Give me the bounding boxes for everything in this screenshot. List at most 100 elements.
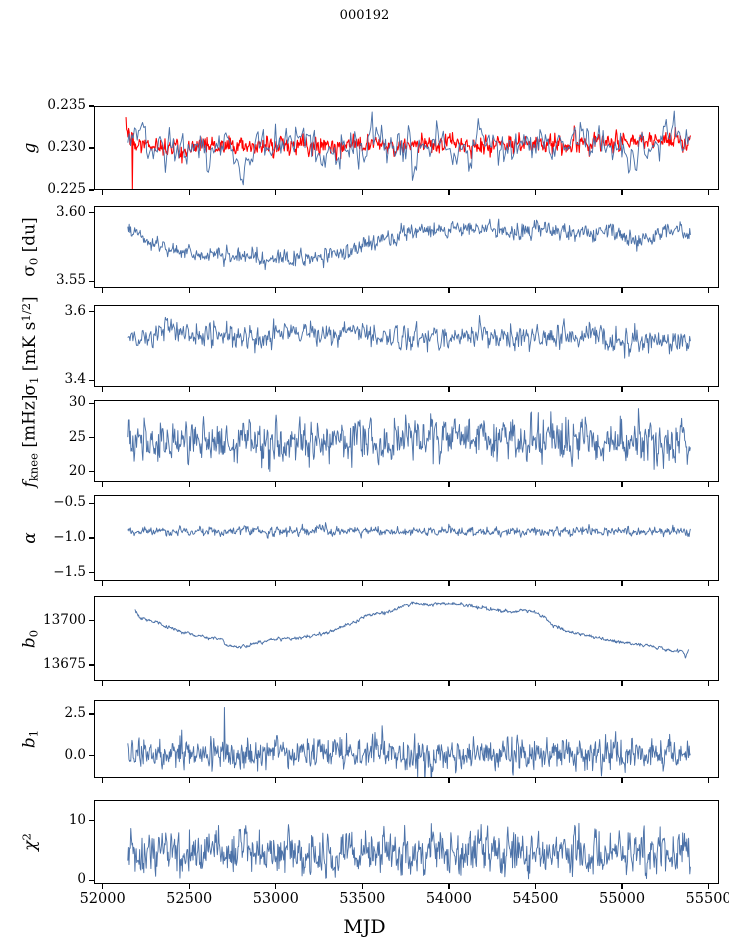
x-tick-mark: [275, 482, 277, 487]
y-axis-label-sigma-0-du-: σ0 [du]: [19, 217, 41, 277]
x-tick-mark: [361, 581, 363, 586]
x-tick-mark: [534, 681, 537, 686]
x-axis-label: MJD: [343, 916, 386, 938]
x-tick-label: 53500: [339, 891, 386, 907]
x-tick-label: 54500: [512, 891, 559, 907]
plot-panel-b-1: [94, 700, 719, 778]
series-line-sigma0: [127, 218, 691, 271]
y-tick-mark: [89, 212, 94, 214]
y-tick-label: −0.5: [53, 494, 86, 511]
y-tick-mark: [89, 402, 94, 405]
x-tick-mark: [707, 482, 710, 487]
y-tick-mark: [89, 502, 94, 504]
x-tick-mark: [361, 884, 363, 889]
y-tick-mark: [89, 537, 94, 539]
y-tick-mark: [89, 713, 94, 715]
x-tick-mark: [621, 581, 623, 586]
x-tick-mark: [534, 778, 537, 783]
y-tick-label: 0.225: [47, 181, 86, 197]
x-tick-mark: [621, 482, 623, 487]
y-tick-label: 2.5: [64, 705, 86, 722]
x-tick-mark: [188, 778, 190, 783]
x-tick-mark: [621, 681, 623, 686]
x-tick-label: 52500: [166, 891, 213, 907]
plot-panel-chi-2: [94, 800, 719, 884]
x-tick-mark: [188, 482, 190, 487]
x-tick-mark: [621, 778, 623, 783]
x-tick-mark: [707, 581, 710, 586]
series-line-alpha: [127, 522, 691, 539]
x-tick-mark: [621, 288, 623, 293]
y-tick-label: 3.4: [64, 371, 86, 388]
y-tick-mark: [89, 105, 94, 107]
y-tick-mark: [89, 379, 94, 381]
x-tick-mark: [534, 387, 537, 392]
x-tick-mark: [707, 681, 710, 686]
y-tick-mark: [89, 879, 94, 882]
plot-panel-sigma-0-du-: [94, 206, 719, 288]
x-tick-mark: [188, 190, 190, 195]
x-tick-mark: [275, 190, 277, 195]
x-tick-mark: [707, 190, 710, 195]
y-tick-label: −1.5: [53, 563, 86, 580]
plot-panel-g: [94, 106, 719, 190]
x-tick-mark: [448, 884, 450, 889]
y-tick-mark: [89, 147, 94, 149]
x-tick-mark: [448, 190, 450, 195]
x-tick-mark: [707, 387, 710, 392]
y-tick-label: 20: [68, 462, 86, 479]
y-tick-label: 3.6: [64, 302, 86, 319]
y-tick-mark: [89, 664, 94, 666]
x-tick-mark: [188, 681, 190, 686]
x-tick-mark: [361, 778, 363, 783]
x-tick-mark: [534, 190, 537, 195]
x-tick-mark: [361, 482, 363, 487]
x-tick-mark: [534, 288, 537, 293]
y-tick-mark: [89, 572, 94, 574]
y-tick-label: 30: [68, 394, 86, 411]
x-tick-mark: [361, 681, 363, 686]
x-tick-mark: [534, 884, 537, 889]
y-tick-mark: [89, 820, 94, 822]
x-tick-mark: [621, 190, 623, 195]
series-line-fknee: [127, 408, 691, 472]
x-tick-mark: [188, 387, 190, 392]
x-tick-mark: [188, 288, 190, 293]
series-line-b0: [134, 601, 690, 659]
y-tick-mark: [89, 436, 94, 439]
x-tick-mark: [275, 581, 277, 586]
y-tick-mark: [89, 189, 94, 191]
y-tick-label: 0.0: [64, 746, 86, 763]
y-tick-label: 10: [68, 811, 86, 828]
x-tick-mark: [534, 581, 537, 586]
x-tick-mark: [275, 778, 277, 783]
y-tick-label: 3.55: [55, 272, 86, 289]
y-tick-label: 0.230: [47, 139, 86, 155]
x-tick-label: 55000: [598, 891, 646, 907]
y-tick-label: 13675: [43, 656, 86, 673]
y-axis-label-f-knee-mhz-: fknee [mHz]: [19, 394, 41, 488]
y-tick-mark: [89, 280, 94, 282]
plot-panel-alpha: [94, 495, 719, 581]
x-tick-mark: [448, 581, 450, 586]
y-axis-label-alpha: α: [20, 532, 40, 544]
y-axis-label-chi-2: χ2: [19, 833, 41, 851]
x-tick-label: 55500: [685, 891, 729, 907]
x-tick-mark: [707, 288, 710, 293]
x-tick-mark: [275, 681, 277, 686]
x-tick-mark: [621, 884, 623, 889]
x-tick-mark: [361, 387, 363, 392]
x-tick-mark: [275, 884, 277, 889]
x-tick-mark: [102, 387, 104, 392]
y-axis-label-b-1: b1: [19, 729, 41, 749]
x-tick-mark: [188, 581, 190, 586]
x-tick-mark: [361, 288, 363, 293]
x-tick-mark: [707, 884, 710, 889]
x-tick-mark: [707, 778, 710, 783]
x-tick-mark: [102, 884, 104, 889]
x-tick-mark: [448, 387, 450, 392]
x-tick-mark: [448, 288, 450, 293]
y-tick-mark: [89, 754, 94, 757]
y-tick-label: 25: [68, 428, 86, 445]
